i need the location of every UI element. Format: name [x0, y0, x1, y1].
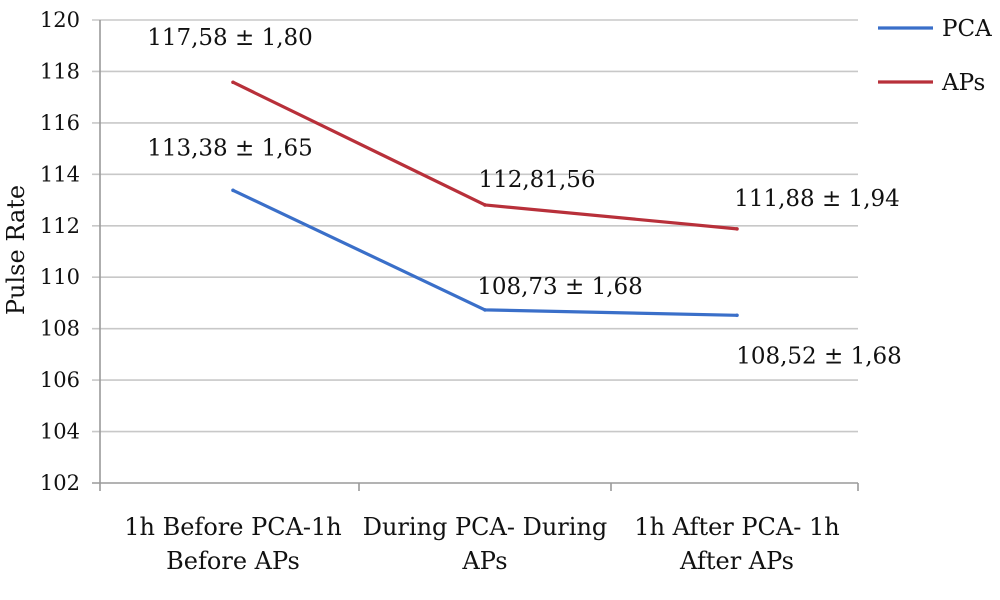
data-point: [231, 188, 235, 193]
y-tick-label: 104: [40, 420, 80, 444]
data-point: [231, 80, 235, 85]
y-tick-label: 112: [40, 214, 80, 238]
y-tick-label: 106: [40, 368, 80, 392]
y-tick-label: 108: [40, 317, 80, 341]
x-category-label: During PCA- During APs: [363, 513, 608, 575]
y-tick-label: 110: [40, 265, 80, 289]
data-label: 113,38 ± 1,65: [147, 135, 313, 161]
data-label: 108,73 ± 1,68: [477, 274, 643, 300]
data-label: 108,52 ± 1,68: [736, 343, 902, 369]
data-labels: 113,38 ± 1,65 108,73 ± 1,68 108,52 ± 1,68 1…: [147, 25, 902, 369]
data-point: [483, 308, 487, 312]
legend-label-pca: PCA: [942, 16, 992, 42]
grid-lines: [92, 19, 858, 433]
data-label: 111,88 ± 1,94: [734, 186, 900, 212]
y-tick-label: 118: [40, 59, 80, 83]
y-tick-label: 120: [40, 8, 80, 32]
data-point: [483, 203, 487, 207]
data-point: [735, 227, 739, 231]
series-lines: [231, 80, 739, 318]
legend-label-aps: APs: [941, 70, 985, 96]
x-category-label: 1h Before PCA-1h Before APs: [124, 513, 342, 575]
y-tick-label: 114: [40, 162, 80, 186]
data-label: 112,81,56: [478, 167, 595, 193]
y-tick-label: 116: [40, 111, 80, 135]
axes: 102 104 106 108 110 112 114 116 118 120 1h Before …: [40, 8, 859, 575]
y-axis-title: Pulse Rate: [2, 185, 30, 315]
legend: PCA APs: [878, 16, 992, 96]
data-point: [735, 313, 739, 318]
data-label: 117,58 ± 1,80: [147, 25, 313, 51]
x-category-label: 1h After PCA- 1h After APs: [634, 513, 839, 575]
y-tick-label: 102: [40, 471, 80, 495]
